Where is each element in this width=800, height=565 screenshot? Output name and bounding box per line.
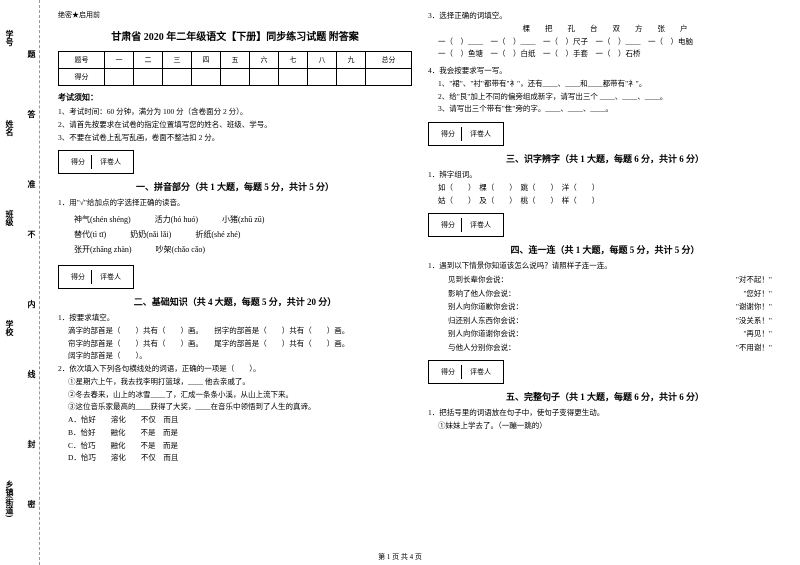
q-line: 帘字的部首是（ ）共有（ ）画。 尾字的部首是（ ）共有（ ）画。 (58, 338, 412, 351)
page-content: 绝密★启用前 甘肃省 2020 年二年级语文【下册】同步练习试题 附答案 题号 … (40, 0, 800, 565)
score-mini-box: 得分 评卷人 (428, 122, 504, 146)
match-row: 别人向你道歉你会说："谢谢你！" (428, 300, 782, 314)
section-2-title: 二、基础知识（共 4 大题，每题 5 分，共计 20 分） (58, 295, 412, 308)
q-line: 姑（ ） 及（ ） 桃（ ） 样（ ） (428, 195, 782, 208)
q-line: 如（ ） 棵（ ） 跳（ ） 洋（ ） (428, 182, 782, 195)
q-line: ①星期六上午，我去找李明打篮球，____ 他去亲戚了。 (58, 376, 412, 389)
seal-char: 线 (26, 370, 37, 378)
q-text: 1．辨字组词。 (428, 169, 782, 182)
q-line: ③这位音乐家最高的____获得了大奖，____在音乐中领悟到了人生的真谛。 (58, 401, 412, 414)
q-line: 一（ ）____ 一（ ）____ 一（ ）尺子 一（ ）____ 一（ ）电脑 (428, 36, 782, 49)
q-text: 1．遇到以下情景你知道该怎么说吗？请照样子连一连。 (428, 260, 782, 273)
match-row: 别人向你道谢你会说："再见！" (428, 327, 782, 341)
exam-title: 甘肃省 2020 年二年级语文【下册】同步练习试题 附答案 (58, 28, 412, 43)
q-text: 1．把括号里的词语放在句子中，使句子变得更生动。 (428, 407, 782, 420)
seal-char: 准 (26, 180, 37, 188)
q-text: 1．按要求填空。 (58, 312, 412, 325)
q-line: 1、"裙"、"衬"都带有"衤"，还有____、____和____都带有"衤"。 (428, 78, 782, 91)
notice-item: 1、考试时间：60 分钟，满分为 100 分（含卷面分 2 分）。 (58, 106, 412, 119)
pinyin-row: 替代(tì tī) 奶奶(nǎi lǎi) 折纸(shé zhé) (74, 229, 412, 240)
q-line: ②冬去春来，山上的冰雪____了，汇成一条条小溪，从山上流下来。 (58, 389, 412, 402)
row-label: 得分 (59, 69, 105, 86)
q-line: ①妹妹上学去了。（一蹦一跳的） (428, 420, 782, 433)
q3-title: 3．选择正确的词填空。 (428, 10, 782, 23)
notice-title: 考试须知： (58, 92, 412, 103)
th: 六 (249, 52, 278, 69)
q-line: 3、请写出三个带有"隹"旁的字。____、____、____。 (428, 103, 782, 116)
match-row: 归还别人东西你会说："没关系！" (428, 314, 782, 328)
th: 四 (191, 52, 220, 69)
right-column: 3．选择正确的词填空。 棵 把 孔 台 双 方 张 户 一（ ）____ 一（ … (420, 10, 790, 560)
match-row: 影响了他人你会说："您好！" (428, 287, 782, 301)
match-row: 见到长辈你会说："对不起！" (428, 273, 782, 287)
th: 八 (307, 52, 336, 69)
opt: D．恰巧 溶化 不仅 而且 (58, 452, 412, 465)
section-4-title: 四、连一连（共 1 大题，每题 5 分，共计 5 分） (428, 243, 782, 256)
section-5-title: 五、完整句子（共 1 大题，每题 6 分，共计 6 分） (428, 390, 782, 403)
match-row: 与他人分别你会说："不用谢！" (428, 341, 782, 355)
score-mini-box: 得分 评卷人 (428, 360, 504, 384)
th: 七 (278, 52, 307, 69)
section-3-title: 三、识字辨字（共 1 大题，每题 6 分，共计 6 分） (428, 152, 782, 165)
margin-label: 乡镇(街道) (4, 480, 15, 517)
left-column: 绝密★启用前 甘肃省 2020 年二年级语文【下册】同步练习试题 附答案 题号 … (50, 10, 420, 560)
score-mini-box: 得分 评卷人 (58, 150, 134, 174)
q-line: 2、给"艮"加上不同的偏旁组成新字，请写出三个 ____、____、____。 (428, 91, 782, 104)
score-table: 题号 一 二 三 四 五 六 七 八 九 总分 得分 (58, 51, 412, 86)
margin-label: 姓名 (4, 120, 15, 136)
pinyin-row: 张开(zhāng zhàn) 吵架(chǎo cǎo) (74, 244, 412, 255)
th: 题号 (59, 52, 105, 69)
opt: A．恰好 溶化 不仅 而且 (58, 414, 412, 427)
margin-label: 班级 (4, 210, 15, 226)
th: 二 (133, 52, 162, 69)
pinyin-row: 神气(shén shéng) 活力(hó huó) 小猪(zhū zū) (74, 214, 412, 225)
seal-char: 不 (26, 230, 37, 238)
q-text: 2．依次填入下列各句横线处的词语，正确的一项是（ ）。 (58, 363, 412, 376)
notice-item: 2、请首先按要求在试卷的指定位置填写您的姓名、班级、学号。 (58, 119, 412, 132)
score-mini-box: 得分 评卷人 (58, 265, 134, 289)
secret-label: 绝密★启用前 (58, 10, 412, 20)
seal-char: 封 (26, 440, 37, 448)
word-bank: 棵 把 孔 台 双 方 张 户 (428, 23, 782, 36)
opt: C．恰巧 融化 不是 而是 (58, 440, 412, 453)
page-footer: 第 1 页 共 4 页 (0, 552, 800, 562)
th: 九 (336, 52, 365, 69)
section-1-title: 一、拼音部分（共 1 大题，每题 5 分，共计 5 分） (58, 180, 412, 193)
q-line: 一（ ）鱼塘 一（ ）白纸 一（ ）手套 一（ ）石桥 (428, 48, 782, 61)
th: 一 (104, 52, 133, 69)
seal-char: 密 (26, 500, 37, 508)
binding-margin: 学号 姓名 班级 学校 乡镇(街道) 题 答 准 不 内 线 封 密 (0, 0, 40, 565)
q-line: 滴字的部首是（ ）共有（ ）画。 拐字的部首是（ ）共有（ ）画。 (58, 325, 412, 338)
notice-item: 3、不要在试卷上乱写乱画，卷面不整洁扣 2 分。 (58, 132, 412, 145)
q4-title: 4．我会按要求写一写。 (428, 65, 782, 78)
th: 总分 (365, 52, 411, 69)
th: 三 (162, 52, 191, 69)
seal-char: 答 (26, 110, 37, 118)
q-line: 阔字的部首是（ ）。 (58, 350, 412, 363)
q1-text: 1．用"√"给加点的字选择正确的读音。 (58, 197, 412, 210)
seal-char: 内 (26, 300, 37, 308)
margin-label: 学校 (4, 320, 15, 336)
margin-label: 学号 (4, 30, 15, 46)
th: 五 (220, 52, 249, 69)
seal-char: 题 (26, 50, 37, 58)
opt: B．恰好 融化 不是 而是 (58, 427, 412, 440)
score-mini-box: 得分 评卷人 (428, 213, 504, 237)
